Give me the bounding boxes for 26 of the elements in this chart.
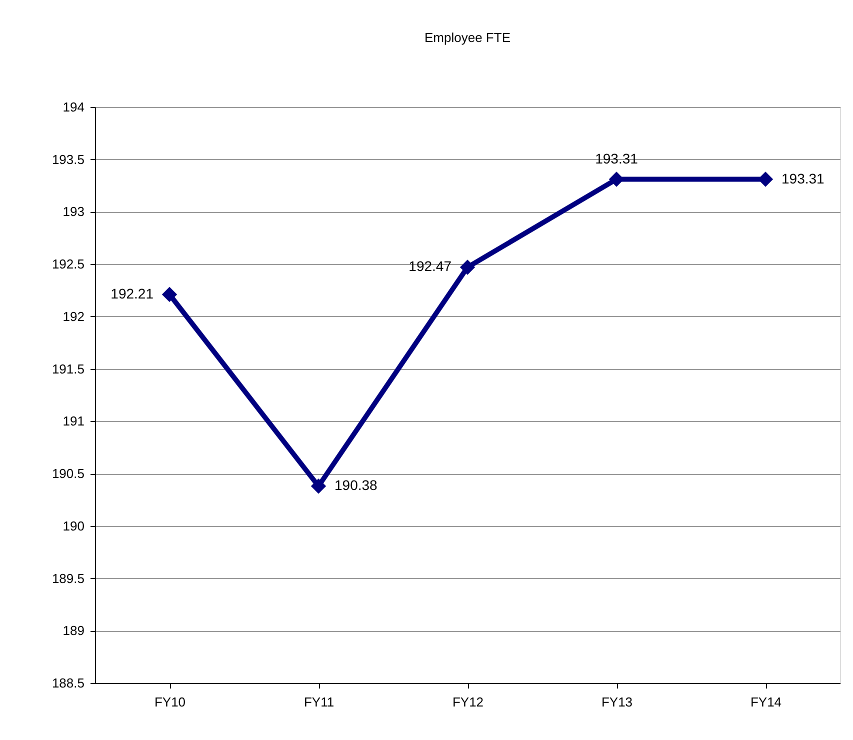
x-tick-label: FY11 [304,694,334,710]
data-label: 193.31 [782,170,825,186]
x-tick-label: FY13 [601,694,633,710]
data-label: 192.21 [110,285,154,302]
y-tick-label: 191 [62,414,84,429]
y-tick-label: 190 [62,518,84,534]
y-tick-label: 193.5 [52,152,84,167]
y-tick-label: 190.5 [52,466,84,482]
data-label: 193.31 [595,150,638,166]
x-tick-label: FY14 [750,694,782,710]
y-tick-label: 192 [62,308,84,324]
y-tick-label: 188.5 [52,676,84,690]
y-tick-label: 193 [62,204,84,220]
y-tick-label: 189.5 [52,570,84,586]
y-tick-label: 194 [62,100,84,114]
x-tick-label: FY12 [452,694,484,710]
y-tick-label: 192.5 [52,256,84,272]
point [310,478,326,494]
point [162,286,178,302]
x-tick-label: FY10 [154,694,186,710]
data-label: 192.47 [408,258,452,274]
y-tick-label: 191.5 [52,361,84,376]
chart-title: Employee FTE [424,30,511,45]
y-tick-label: 189 [62,623,84,638]
data-label: 190.38 [334,477,378,494]
point [460,260,476,275]
